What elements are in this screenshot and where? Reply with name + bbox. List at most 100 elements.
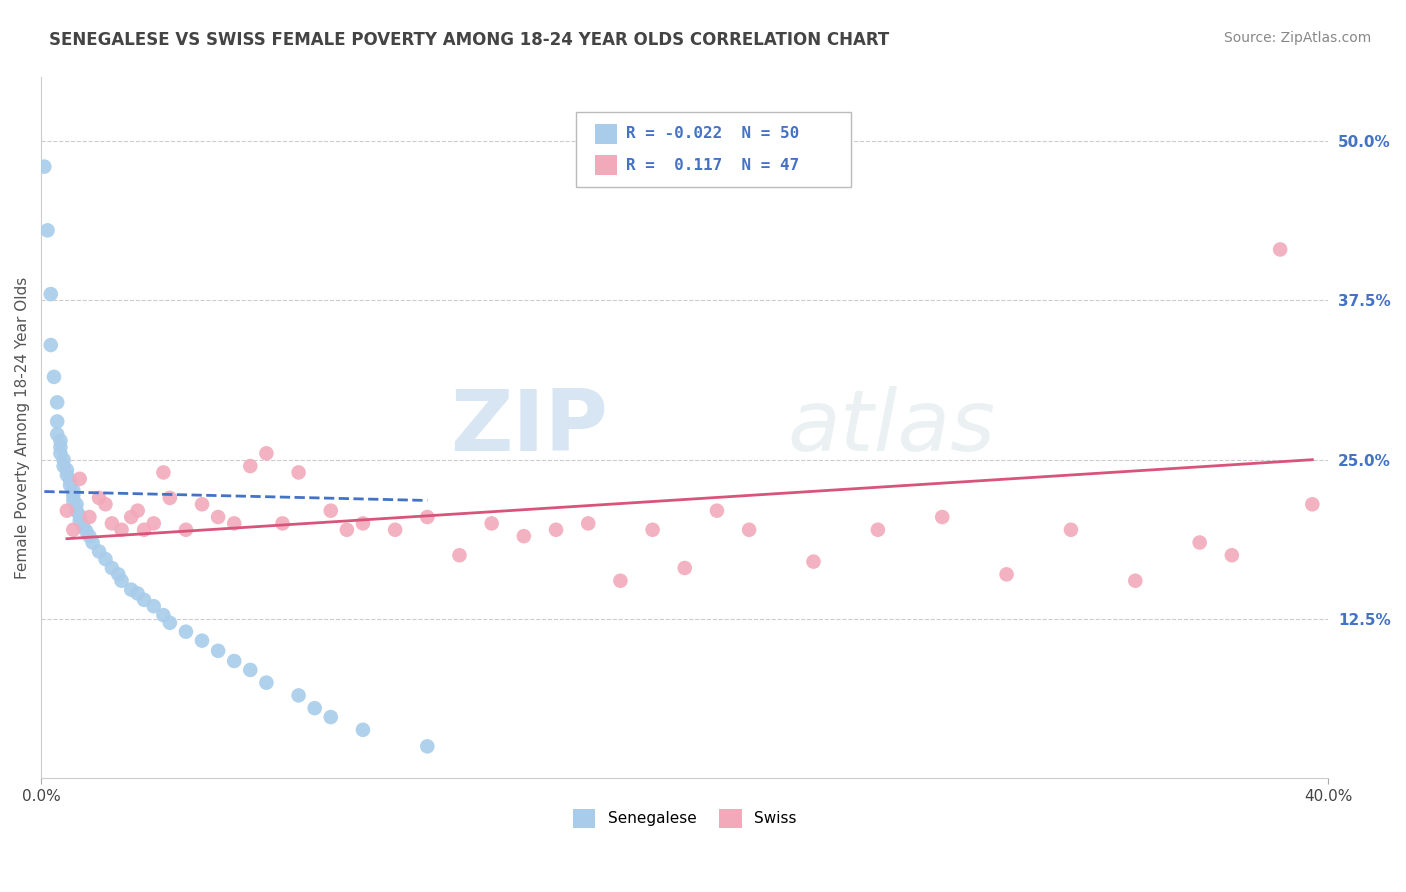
Point — [995, 567, 1018, 582]
Point — [46, 414, 69, 428]
Point — [49, 446, 72, 460]
Point — [336, 523, 359, 537]
Point — [49, 434, 72, 448]
Point — [224, 516, 246, 531]
Point — [39, 338, 62, 352]
Text: R = -0.022  N = 50: R = -0.022 N = 50 — [626, 127, 799, 141]
Legend: Senegalese, Swiss: Senegalese, Swiss — [567, 803, 803, 834]
Point — [544, 523, 567, 537]
Point — [287, 466, 309, 480]
Point — [224, 654, 246, 668]
Point — [56, 467, 79, 482]
Point — [673, 561, 696, 575]
Point — [127, 503, 149, 517]
Point — [69, 472, 91, 486]
Point — [254, 675, 277, 690]
Point — [142, 516, 165, 531]
Point — [641, 523, 664, 537]
Point — [706, 503, 728, 517]
Point — [384, 523, 406, 537]
Point — [87, 491, 110, 505]
Point — [56, 503, 79, 517]
Point — [1268, 243, 1291, 257]
Point — [319, 710, 342, 724]
Point — [352, 516, 374, 531]
Point — [416, 510, 439, 524]
Point — [866, 523, 889, 537]
Y-axis label: Female Poverty Among 18-24 Year Olds: Female Poverty Among 18-24 Year Olds — [15, 277, 30, 579]
Point — [191, 633, 214, 648]
Point — [110, 574, 132, 588]
Point — [1060, 523, 1083, 537]
Point — [69, 514, 91, 528]
Point — [609, 574, 631, 588]
Point — [449, 548, 471, 562]
Point — [59, 478, 82, 492]
Point — [738, 523, 761, 537]
Point — [152, 466, 174, 480]
Point — [49, 440, 72, 454]
Point — [352, 723, 374, 737]
Point — [65, 503, 87, 517]
Point — [132, 523, 155, 537]
Point — [120, 582, 142, 597]
Point — [107, 567, 129, 582]
Point — [82, 535, 104, 549]
Point — [576, 516, 599, 531]
Point — [132, 592, 155, 607]
Point — [110, 523, 132, 537]
Point — [62, 488, 84, 502]
Point — [46, 395, 69, 409]
Point — [42, 369, 65, 384]
Point — [94, 497, 117, 511]
Point — [152, 608, 174, 623]
Point — [287, 689, 309, 703]
Point — [79, 529, 101, 543]
Point — [127, 586, 149, 600]
Text: atlas: atlas — [787, 386, 995, 469]
Point — [174, 523, 197, 537]
Point — [62, 483, 84, 498]
Point — [191, 497, 214, 511]
Point — [803, 555, 825, 569]
Point — [271, 516, 294, 531]
Point — [207, 644, 229, 658]
Point — [65, 497, 87, 511]
Point — [239, 458, 262, 473]
Point — [37, 223, 59, 237]
Text: ZIP: ZIP — [450, 386, 607, 469]
Point — [52, 458, 75, 473]
Point — [75, 524, 97, 538]
Point — [416, 739, 439, 754]
Point — [52, 452, 75, 467]
Point — [62, 523, 84, 537]
Point — [239, 663, 262, 677]
Point — [101, 516, 124, 531]
Text: R =  0.117  N = 47: R = 0.117 N = 47 — [626, 158, 799, 172]
Point — [56, 463, 79, 477]
Point — [34, 160, 56, 174]
Point — [174, 624, 197, 639]
Point — [159, 615, 181, 630]
Point — [87, 544, 110, 558]
Point — [39, 287, 62, 301]
Point — [304, 701, 326, 715]
Point — [62, 493, 84, 508]
Point — [481, 516, 503, 531]
Point — [931, 510, 953, 524]
Point — [142, 599, 165, 614]
Point — [1301, 497, 1323, 511]
Point — [94, 552, 117, 566]
Point — [254, 446, 277, 460]
Point — [1123, 574, 1146, 588]
Point — [79, 510, 101, 524]
Point — [59, 473, 82, 487]
Point — [72, 519, 94, 533]
Point — [159, 491, 181, 505]
Point — [319, 503, 342, 517]
Point — [120, 510, 142, 524]
Point — [46, 427, 69, 442]
Point — [1220, 548, 1243, 562]
Point — [207, 510, 229, 524]
Point — [1188, 535, 1211, 549]
